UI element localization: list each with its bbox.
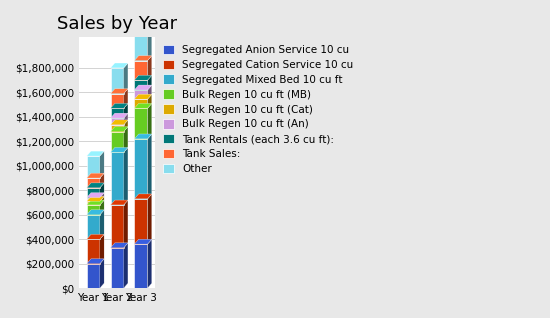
Polygon shape [134,24,152,29]
Bar [111,108,124,118]
Polygon shape [100,193,104,201]
Polygon shape [124,120,128,132]
Bar [134,108,147,139]
Polygon shape [134,85,152,90]
Polygon shape [87,193,104,197]
Polygon shape [111,120,128,125]
Bar [111,125,124,132]
Polygon shape [147,94,152,108]
Bar [87,215,100,239]
Polygon shape [87,151,104,156]
Polygon shape [100,234,104,264]
Polygon shape [147,85,152,99]
Polygon shape [111,243,128,248]
Polygon shape [147,75,152,90]
Bar [111,205,124,248]
Polygon shape [124,243,128,288]
Bar [111,152,124,205]
Bar [134,139,147,199]
Polygon shape [100,200,104,215]
Polygon shape [147,134,152,199]
Bar [111,248,124,288]
Polygon shape [87,197,104,201]
Bar [134,99,147,108]
Polygon shape [134,75,152,80]
Polygon shape [87,259,104,264]
Polygon shape [134,194,152,199]
Polygon shape [147,239,152,288]
Polygon shape [134,56,152,60]
Polygon shape [100,210,104,239]
Bar [111,132,124,152]
Bar [87,239,100,264]
Bar [87,178,100,188]
Polygon shape [87,210,104,215]
Bar [134,90,147,99]
Title: Sales by Year: Sales by Year [57,15,177,33]
Polygon shape [111,200,128,205]
Polygon shape [111,103,128,108]
Polygon shape [100,151,104,178]
Polygon shape [87,200,104,205]
Bar [87,188,100,197]
Polygon shape [124,89,128,108]
Polygon shape [87,183,104,188]
Polygon shape [111,113,128,118]
Polygon shape [124,127,128,152]
Polygon shape [124,200,128,248]
Bar [87,156,100,178]
Bar [87,264,100,288]
Polygon shape [100,173,104,188]
Bar [87,201,100,205]
Bar [134,244,147,288]
Bar [111,118,124,125]
Polygon shape [111,127,128,132]
Bar [134,80,147,90]
Polygon shape [147,56,152,80]
Polygon shape [147,194,152,244]
Polygon shape [87,173,104,178]
Polygon shape [111,89,128,93]
Bar [134,60,147,80]
Polygon shape [134,239,152,244]
Bar [87,205,100,215]
Polygon shape [87,234,104,239]
Bar [87,197,100,201]
Polygon shape [147,103,152,139]
Polygon shape [124,148,128,205]
Bar [111,68,124,93]
Bar [111,93,124,108]
Polygon shape [124,63,128,93]
Polygon shape [111,148,128,152]
Polygon shape [147,24,152,60]
Bar [134,29,147,60]
Polygon shape [134,134,152,139]
Polygon shape [100,183,104,197]
Polygon shape [134,94,152,99]
Polygon shape [100,259,104,288]
Bar [134,199,147,244]
Polygon shape [111,63,128,68]
Polygon shape [100,197,104,205]
Legend: Segregated Anion Service 10 cu, Segregated Cation Service 10 cu, Segregated Mixe: Segregated Anion Service 10 cu, Segregat… [161,43,355,176]
Polygon shape [134,103,152,108]
Polygon shape [124,113,128,125]
Polygon shape [124,103,128,118]
